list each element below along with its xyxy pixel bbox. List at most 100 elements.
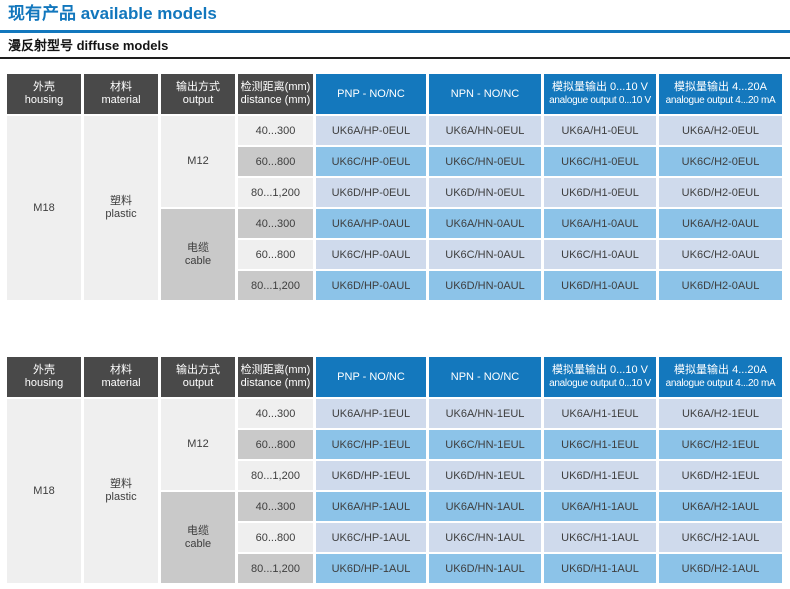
section-subtitle: 漫反射型号 diffuse models	[8, 38, 169, 53]
model-cell-npn: UK6D/HN-1AUL	[429, 554, 541, 583]
model-cell-npn: UK6A/HN-1AUL	[429, 492, 541, 521]
model-cell-npn: UK6D/HN-0AUL	[429, 271, 541, 300]
table-row: 60...800 UK6C/HP-0EUL UK6C/HN-0EUL UK6C/…	[7, 147, 782, 176]
distance-cell: 60...800	[238, 430, 313, 459]
col-header-distance: 检测距离(mm) distance (mm)	[238, 357, 313, 397]
table-row: 80...1,200 UK6D/HP-0EUL UK6D/HN-0EUL UK6…	[7, 178, 782, 207]
model-cell-npn: UK6D/HN-0EUL	[429, 178, 541, 207]
housing-cell: M18	[7, 399, 81, 583]
col-header-output: 输出方式 output	[161, 74, 235, 114]
distance-cell: 40...300	[238, 399, 313, 428]
model-cell-pnp: UK6D/HP-0EUL	[316, 178, 426, 207]
model-cell-pnp: UK6A/HP-0EUL	[316, 116, 426, 145]
model-cell-pnp: UK6D/HP-1AUL	[316, 554, 426, 583]
output-cell: 电缆 cable	[161, 209, 235, 300]
model-cell-analog-ma: UK6A/H2-1AUL	[659, 492, 782, 521]
col-header-housing: 外壳 housing	[7, 74, 81, 114]
datasheet-page: 现有产品 available models 漫反射型号 diffuse mode…	[0, 3, 790, 585]
model-cell-analog-v: UK6C/H1-1AUL	[544, 523, 656, 552]
model-cell-analog-v: UK6C/H1-0EUL	[544, 147, 656, 176]
output-cell: M12	[161, 116, 235, 207]
page-title: 现有产品 available models	[8, 4, 217, 23]
distance-cell: 80...1,200	[238, 178, 313, 207]
col-header-npn: NPN - NO/NC	[429, 74, 541, 114]
model-cell-analog-ma: UK6A/H2-0EUL	[659, 116, 782, 145]
model-cell-npn: UK6A/HN-0AUL	[429, 209, 541, 238]
col-header-distance: 检测距离(mm) distance (mm)	[238, 74, 313, 114]
model-cell-pnp: UK6C/HP-0EUL	[316, 147, 426, 176]
model-cell-pnp: UK6D/HP-0AUL	[316, 271, 426, 300]
model-cell-analog-v: UK6C/H1-1EUL	[544, 430, 656, 459]
subtitle-underline	[0, 57, 790, 59]
distance-cell: 60...800	[238, 147, 313, 176]
model-cell-analog-ma: UK6C/H2-0AUL	[659, 240, 782, 269]
output-cell: 电缆 cable	[161, 492, 235, 583]
table-row: 80...1,200 UK6D/HP-1EUL UK6D/HN-1EUL UK6…	[7, 461, 782, 490]
model-cell-analog-v: UK6A/H1-1EUL	[544, 399, 656, 428]
table-row: 60...800 UK6C/HP-1AUL UK6C/HN-1AUL UK6C/…	[7, 523, 782, 552]
model-cell-npn: UK6D/HN-1EUL	[429, 461, 541, 490]
model-cell-analog-ma: UK6C/H2-1AUL	[659, 523, 782, 552]
model-cell-analog-ma: UK6D/H2-1AUL	[659, 554, 782, 583]
col-header-housing: 外壳 housing	[7, 357, 81, 397]
table-row: 80...1,200 UK6D/HP-1AUL UK6D/HN-1AUL UK6…	[7, 554, 782, 583]
model-cell-analog-ma: UK6C/H2-1EUL	[659, 430, 782, 459]
model-cell-npn: UK6C/HN-1AUL	[429, 523, 541, 552]
model-cell-analog-v: UK6A/H1-0EUL	[544, 116, 656, 145]
output-cell: M12	[161, 399, 235, 490]
table-row: 60...800 UK6C/HP-1EUL UK6C/HN-1EUL UK6C/…	[7, 430, 782, 459]
distance-cell: 80...1,200	[238, 271, 313, 300]
table-row: 80...1,200 UK6D/HP-0AUL UK6D/HN-0AUL UK6…	[7, 271, 782, 300]
model-cell-pnp: UK6C/HP-1EUL	[316, 430, 426, 459]
model-cell-analog-v: UK6A/H1-1AUL	[544, 492, 656, 521]
distance-cell: 60...800	[238, 240, 313, 269]
model-cell-analog-v: UK6D/H1-1AUL	[544, 554, 656, 583]
model-cell-analog-ma: UK6D/H2-1EUL	[659, 461, 782, 490]
model-cell-npn: UK6A/HN-1EUL	[429, 399, 541, 428]
material-cell: 塑料 plastic	[84, 116, 158, 300]
distance-cell: 60...800	[238, 523, 313, 552]
model-cell-pnp: UK6A/HP-1EUL	[316, 399, 426, 428]
model-cell-pnp: UK6C/HP-1AUL	[316, 523, 426, 552]
diffuse-models-table-2: 外壳 housing 材料 material 输出方式 output 检测距离(mm)…	[4, 355, 785, 585]
model-cell-npn: UK6C/HN-0EUL	[429, 147, 541, 176]
col-header-analog-ma: 模拟量输出 4...20A analogue output 4...20 mA	[659, 74, 782, 114]
model-cell-pnp: UK6A/HP-0AUL	[316, 209, 426, 238]
distance-cell: 80...1,200	[238, 461, 313, 490]
table-row: M18 塑料 plastic M12 40...300 UK6A/HP-0EUL …	[7, 116, 782, 300]
model-cell-npn: UK6A/HN-0EUL	[429, 116, 541, 145]
header-row: 外壳 housing 材料 material 输出方式 output 检测距离(mm)…	[7, 357, 782, 397]
table-row: 电缆 cable 40...300 UK6A/HP-1AUL UK6A/HN-1A…	[7, 492, 782, 583]
model-cell-pnp: UK6A/HP-1AUL	[316, 492, 426, 521]
col-header-pnp: PNP - NO/NC	[316, 357, 426, 397]
model-cell-analog-ma: UK6A/H2-0AUL	[659, 209, 782, 238]
housing-cell: M18	[7, 116, 81, 300]
distance-cell: 40...300	[238, 492, 313, 521]
model-cell-analog-v: UK6D/H1-1EUL	[544, 461, 656, 490]
model-cell-analog-ma: UK6A/H2-1EUL	[659, 399, 782, 428]
distance-cell: 40...300	[238, 116, 313, 145]
model-cell-analog-ma: UK6D/H2-0AUL	[659, 271, 782, 300]
model-cell-analog-ma: UK6C/H2-0EUL	[659, 147, 782, 176]
col-header-analog-ma: 模拟量输出 4...20A analogue output 4...20 mA	[659, 357, 782, 397]
model-cell-analog-ma: UK6D/H2-0EUL	[659, 178, 782, 207]
model-cell-analog-v: UK6D/H1-0EUL	[544, 178, 656, 207]
model-cell-npn: UK6C/HN-1EUL	[429, 430, 541, 459]
model-cell-pnp: UK6C/HP-0AUL	[316, 240, 426, 269]
col-header-output: 输出方式 output	[161, 357, 235, 397]
diffuse-models-table-1: 外壳 housing 材料 material 输出方式 output 检测距离(mm)…	[4, 72, 785, 302]
table-row: 60...800 UK6C/HP-0AUL UK6C/HN-0AUL UK6C/…	[7, 240, 782, 269]
col-header-pnp: PNP - NO/NC	[316, 74, 426, 114]
model-cell-analog-v: UK6D/H1-0AUL	[544, 271, 656, 300]
header-row: 外壳 housing 材料 material 输出方式 output 检测距离(mm)…	[7, 74, 782, 114]
col-header-material: 材料 material	[84, 74, 158, 114]
model-cell-pnp: UK6D/HP-1EUL	[316, 461, 426, 490]
col-header-npn: NPN - NO/NC	[429, 357, 541, 397]
model-cell-npn: UK6C/HN-0AUL	[429, 240, 541, 269]
table-row: M18 塑料 plastic M12 40...300 UK6A/HP-1EUL …	[7, 399, 782, 583]
table-row: 电缆 cable 40...300 UK6A/HP-0AUL UK6A/HN-0A…	[7, 209, 782, 300]
model-cell-analog-v: UK6A/H1-0AUL	[544, 209, 656, 238]
title-underline	[0, 30, 790, 33]
